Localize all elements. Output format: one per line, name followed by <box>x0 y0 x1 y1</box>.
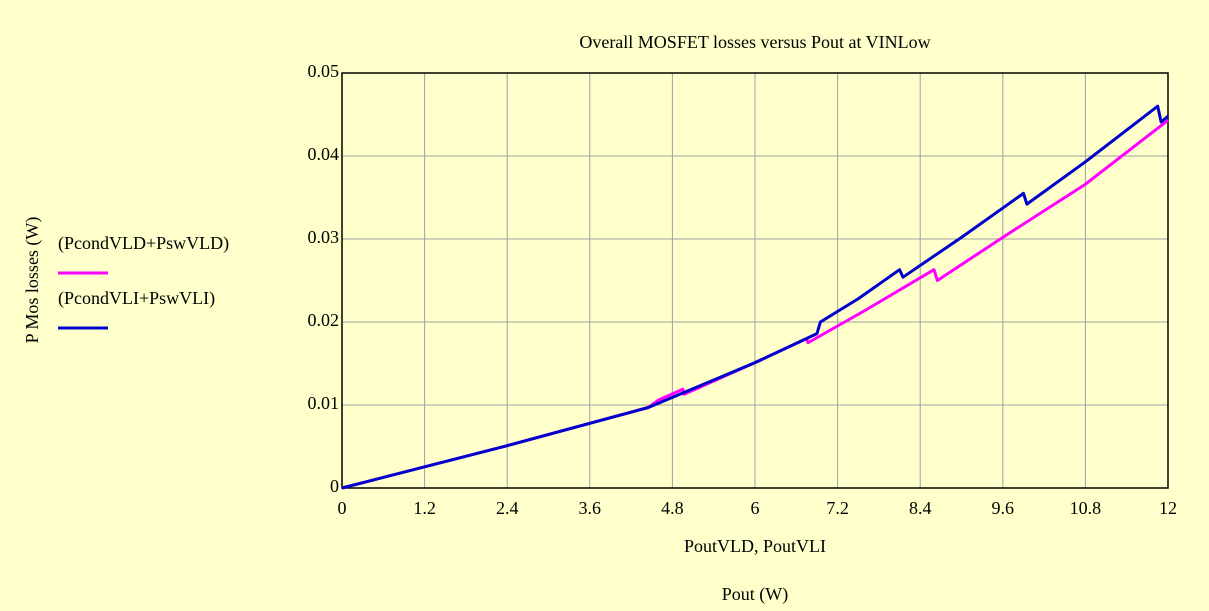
x-tick-label: 9.6 <box>992 498 1015 518</box>
y-tick-label: 0.04 <box>308 144 340 164</box>
x-tick-label: 7.2 <box>826 498 849 518</box>
x-tick-label: 10.8 <box>1070 498 1102 518</box>
legend-label: (PcondVLD+PswVLD) <box>58 233 229 254</box>
y-tick-label: 0.01 <box>308 393 340 413</box>
y-tick-label: 0.05 <box>308 61 340 81</box>
x-tick-label: 3.6 <box>579 498 602 518</box>
x-tick-label: 6 <box>751 498 760 518</box>
legend-label: (PcondVLI+PswVLI) <box>58 288 215 309</box>
y-tick-label: 0.02 <box>308 310 340 330</box>
x-tick-label: 4.8 <box>661 498 684 518</box>
x-tick-label: 12 <box>1159 498 1177 518</box>
y-axis-label: P Mos losses (W) <box>22 217 43 344</box>
x-axis-label-2: Pout (W) <box>722 584 789 605</box>
y-tick-label: 0.03 <box>308 227 340 247</box>
x-tick-label: 0 <box>338 498 347 518</box>
x-axis-label: PoutVLD, PoutVLI <box>684 536 826 556</box>
x-tick-label: 8.4 <box>909 498 932 518</box>
chart-title: Overall MOSFET losses versus Pout at VIN… <box>579 32 930 52</box>
series-line <box>341 104 1169 490</box>
plot-frame <box>341 72 1169 489</box>
x-tick-label: 1.2 <box>413 498 436 518</box>
x-tick-label: 2.4 <box>496 498 519 518</box>
y-tick-label: 0 <box>330 476 339 496</box>
